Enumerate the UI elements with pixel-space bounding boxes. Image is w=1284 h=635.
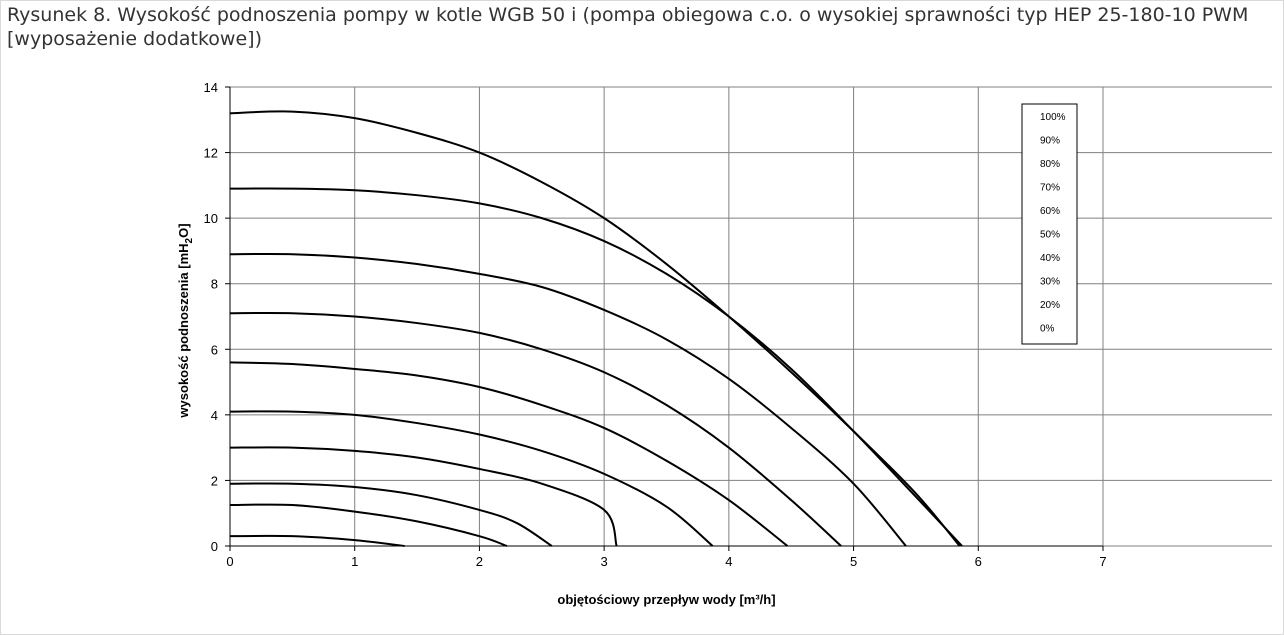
y-axis-label-subscript: 2 [184,237,195,243]
x-axis-label: objętościowy przepływ wody [m³/h] [557,592,775,607]
series-line-40pct [229,446,618,547]
legend-entry: 50% [1040,230,1060,241]
series-line-90pct [229,187,963,547]
chart-legend: 100% 90% 80% 70% 60% 50% 40% 30% 20% 0% [1021,103,1078,345]
legend-entry: 80% [1040,159,1060,170]
y-tick-label: 0 [211,539,218,554]
chart-grid [225,86,1272,551]
y-axis-label: wysokość podnoszenia [mH2O] [176,223,195,418]
y-tick-label: 6 [211,342,218,357]
y-tick-label: 10 [204,211,218,226]
y-tick-label: 2 [211,473,218,488]
y-tick-label: 8 [211,277,218,292]
series-line-50pct [229,410,714,547]
y-axis-label-prefix: wysokość podnoszenia [mH [176,243,191,418]
y-tick-label: 14 [204,80,218,95]
series-line-80pct [229,252,907,547]
series-line-20pct [229,503,508,547]
y-axis-label-suffix: O] [176,223,191,237]
x-tick-label: 0 [226,554,233,569]
figure-caption: Rysunek 8. Wysokość podnoszenia pompy w … [7,4,1249,50]
series-line-70pct [229,311,842,547]
y-tick-label: 4 [211,408,218,423]
x-tick-label: 5 [850,554,857,569]
y-tick-label: 12 [204,146,218,161]
series-line-30pct [229,482,553,547]
x-tick-label: 1 [351,554,358,569]
x-tick-label: 3 [601,554,608,569]
x-tick-label: 6 [975,554,982,569]
legend-entry: 70% [1040,183,1060,194]
x-tick-label: 2 [476,554,483,569]
x-tick-label: 4 [725,554,732,569]
legend-entry: 100% [1040,112,1066,123]
legend-entry: 60% [1040,206,1060,217]
legend-box [1021,103,1078,345]
x-tick-label: 7 [1099,554,1106,569]
series-line-60pct [229,361,789,547]
chart-series [229,110,963,547]
legend-entry: 30% [1040,277,1060,288]
legend-entry: 0% [1040,324,1055,335]
legend-entry: 20% [1040,300,1060,311]
series-line-0pct [229,534,405,547]
legend-entry: 90% [1040,136,1060,147]
legend-entry: 40% [1040,253,1060,264]
